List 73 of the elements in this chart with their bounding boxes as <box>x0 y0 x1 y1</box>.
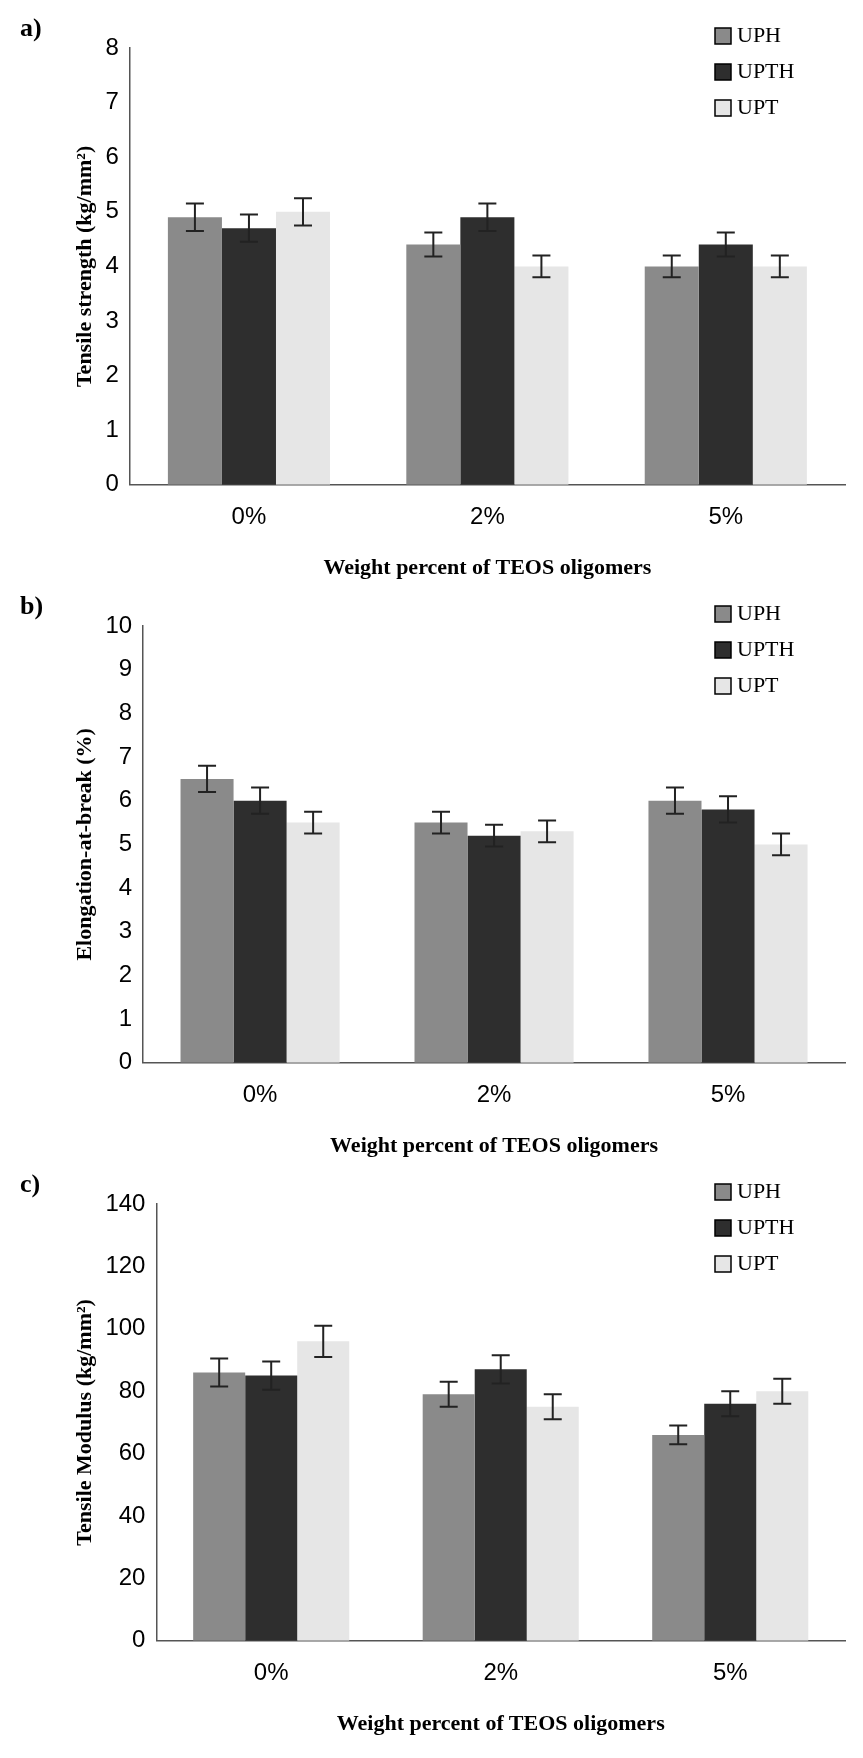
y-axis-title: Tensile strength (kg/mm²) <box>70 145 96 388</box>
y-axis-title: Elongation-at-break (%) <box>70 728 96 961</box>
bar <box>520 831 574 1063</box>
y-tick-label: 5 <box>118 829 133 857</box>
bar <box>752 266 807 485</box>
legend-label: UPH <box>737 1177 782 1203</box>
x-axis-title: Weight percent of TEOS oligomers <box>323 554 652 580</box>
legend-label: UPTH <box>737 635 795 661</box>
bar <box>167 217 222 485</box>
y-tick-label: 40 <box>118 1500 146 1528</box>
y-tick-label: 7 <box>105 87 119 115</box>
x-tick-label: 2% <box>476 1079 512 1107</box>
legend-label: UPTH <box>737 57 795 83</box>
bar <box>648 800 702 1063</box>
y-tick-label: 7 <box>118 741 133 769</box>
bar <box>422 1394 475 1641</box>
y-tick-label: 0 <box>132 1625 146 1653</box>
y-tick-label: 1 <box>105 414 119 442</box>
bar <box>414 822 468 1063</box>
y-tick-label: 1 <box>118 1003 133 1031</box>
y-tick-label: 4 <box>118 872 133 900</box>
y-tick-label: 3 <box>118 916 133 944</box>
bar <box>180 778 234 1063</box>
y-tick-label: 6 <box>118 785 133 813</box>
legend-label: UPTH <box>737 1213 795 1239</box>
bar <box>193 1372 246 1641</box>
y-tick-label: 2 <box>105 360 119 388</box>
x-tick-label: 5% <box>710 1079 746 1107</box>
y-tick-label: 8 <box>118 697 133 725</box>
y-tick-label: 20 <box>118 1563 146 1591</box>
bar <box>514 266 569 485</box>
y-tick-label: 120 <box>105 1251 146 1279</box>
text: b) <box>20 590 44 620</box>
bar <box>756 1391 809 1641</box>
bar <box>526 1406 579 1641</box>
y-tick-label: 80 <box>118 1375 146 1403</box>
legend-label: UPH <box>737 599 782 625</box>
legend-label: UPT <box>737 93 780 119</box>
y-tick-label: 60 <box>118 1438 146 1466</box>
bar <box>297 1341 350 1641</box>
y-tick-label: 10 <box>105 610 133 638</box>
bar <box>286 822 340 1063</box>
legend-label: UPH <box>737 21 782 47</box>
y-tick-label: 0 <box>105 469 119 497</box>
x-tick-label: 2% <box>470 501 505 529</box>
x-tick-label: 0% <box>231 501 267 529</box>
y-tick-label: 3 <box>105 305 119 333</box>
y-tick-label: 0 <box>118 1047 133 1075</box>
x-tick-label: 5% <box>712 1657 748 1685</box>
legend-label: UPT <box>737 1249 780 1275</box>
y-tick-label: 6 <box>105 141 119 169</box>
x-axis-title: Weight percent of TEOS oligomers <box>330 1132 659 1158</box>
y-tick-label: 140 <box>105 1188 146 1216</box>
bar <box>644 266 699 485</box>
x-tick-label: 0% <box>253 1657 289 1685</box>
bar <box>754 844 808 1063</box>
text: a) <box>20 12 42 42</box>
x-tick-label: 5% <box>708 501 744 529</box>
y-tick-label: 9 <box>118 654 133 682</box>
text: c) <box>20 1168 41 1198</box>
y-tick-label: 4 <box>105 251 119 279</box>
y-tick-label: 2 <box>118 960 133 988</box>
y-tick-label: 100 <box>105 1313 146 1341</box>
bar <box>652 1434 705 1641</box>
bar <box>275 211 331 485</box>
y-tick-label: 5 <box>105 196 119 224</box>
y-axis-title: Tensile Modulus (kg/mm²) <box>70 1299 96 1546</box>
x-tick-label: 2% <box>483 1657 519 1685</box>
x-tick-label: 0% <box>242 1079 278 1107</box>
legend-label: UPT <box>737 671 780 697</box>
x-axis-title: Weight percent of TEOS oligomers <box>336 1710 666 1736</box>
y-tick-label: 8 <box>105 32 119 60</box>
bar <box>406 244 461 485</box>
